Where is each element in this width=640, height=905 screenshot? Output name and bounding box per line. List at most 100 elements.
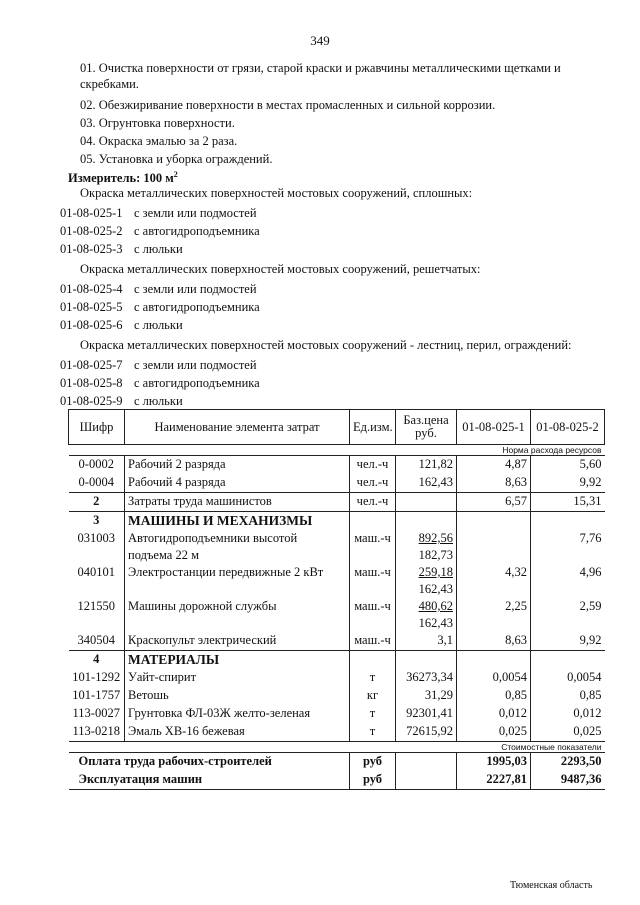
- row-unit: чел.-ч: [349, 455, 396, 474]
- row-value-1: [456, 511, 531, 530]
- table-row: 121550 Машины дорожной службы маш.-ч 480…: [69, 598, 605, 632]
- row-unit: маш.-ч: [349, 598, 396, 632]
- row-code: 0-0002: [78, 457, 114, 471]
- row-value-1: 4,32: [456, 564, 531, 598]
- table-row: 340504 Краскопульт электрический маш.-ч …: [69, 632, 605, 651]
- group-item-code: 01-08-025-5: [60, 300, 123, 314]
- row-price: 31,29: [424, 688, 453, 702]
- measure: Измеритель: 100 м2: [68, 170, 178, 186]
- row-code: 040101: [77, 565, 116, 579]
- total-value-2: 9487,36: [530, 771, 605, 790]
- page-number: 349: [310, 33, 330, 48]
- row-name-2: подъема 22 м: [128, 548, 199, 562]
- row-value-2: 5,60: [530, 455, 605, 474]
- row-name: Ветошь: [128, 688, 169, 702]
- row-code: 2: [68, 492, 125, 512]
- group-title: Окраска металлических поверхностей мосто…: [80, 262, 481, 276]
- measure-sup: 2: [173, 170, 178, 179]
- step-5: 05. Установка и уборка ограждений.: [80, 152, 273, 166]
- total-value-2: 2293,50: [530, 752, 605, 771]
- row-value-1: [456, 650, 531, 669]
- row-value-2: 2,59: [530, 598, 605, 632]
- row-name: Грунтовка ФЛ-03Ж желто-зеленая: [128, 706, 311, 720]
- row-code: 031003: [77, 531, 116, 545]
- row-value-2: 0,025: [530, 723, 605, 742]
- row-name: Затраты труда машинистов: [128, 494, 272, 508]
- row-value-1: 4,87: [456, 455, 531, 474]
- total-unit: руб: [349, 752, 396, 771]
- row-unit: чел.-ч: [349, 474, 396, 493]
- row-value-1: 0,0054: [456, 669, 531, 687]
- row-price: 259,18: [418, 565, 453, 579]
- row-code: 4: [68, 650, 125, 669]
- group-item-label: с люльки: [134, 318, 183, 332]
- group-item-code: 01-08-025-3: [60, 242, 123, 256]
- table-row: 113-0218 Эмаль ХВ-16 бежевая т 72615,92 …: [68, 723, 605, 742]
- group-item-label: с автогидроподъемника: [134, 224, 260, 238]
- row-price: 36273,34: [406, 670, 453, 684]
- table-row: 0-0002 Рабочий 2 разряда чел.-ч 121,82 4…: [69, 455, 605, 474]
- total-value-1: 1995,03: [456, 752, 531, 771]
- row-price: 3,1: [437, 633, 453, 647]
- row-code: 113-0027: [72, 706, 120, 720]
- row-name: Уайт-спирит: [128, 670, 197, 684]
- table-row: 2 Затраты труда машинистов чел.-ч 6,57 1…: [68, 492, 605, 512]
- footer-region: Тюменская область: [510, 880, 593, 891]
- group-item-code: 01-08-025-8: [60, 376, 123, 390]
- row-price-2: 162,43: [418, 582, 453, 596]
- row-price: 121,82: [418, 457, 453, 471]
- total-name: Оплата труда рабочих-строителей: [78, 754, 272, 768]
- row-price-2: 162,43: [418, 616, 453, 630]
- row-name: МАШИНЫ И МЕХАНИЗМЫ: [128, 513, 313, 528]
- group-item-code: 01-08-025-6: [60, 318, 123, 332]
- row-price: 892,56: [418, 531, 453, 545]
- row-code: 113-0218: [68, 723, 125, 742]
- row-value-2: 0,012: [530, 705, 605, 723]
- table-row: 4 МАТЕРИАЛЫ: [68, 650, 605, 669]
- row-unit: маш.-ч: [349, 632, 396, 651]
- row-code: 121550: [77, 599, 116, 613]
- row-unit: маш.-ч: [349, 530, 396, 564]
- row-value-1: 8,63: [456, 632, 531, 651]
- cost-label: Стоимостные показатели: [68, 741, 605, 753]
- row-name: Рабочий 4 разряда: [128, 475, 226, 489]
- total-row: Оплата труда рабочих-строителей руб 1995…: [69, 752, 605, 771]
- table-header: Шифр Наименование элемента затрат Ед.изм…: [68, 409, 605, 445]
- row-price-2: 182,73: [418, 548, 453, 562]
- row-value-2: 15,31: [530, 492, 605, 512]
- table-row: 113-0027 Грунтовка ФЛ-03Ж желто-зеленая …: [69, 705, 605, 723]
- group-title: Окраска металлических поверхностей мосто…: [80, 186, 473, 200]
- row-value-2: 4,96: [530, 564, 605, 598]
- row-value-1: 0,012: [456, 705, 531, 723]
- row-value-2: [530, 511, 605, 530]
- group-item-label: с земли или подмостей: [134, 206, 257, 220]
- row-name: МАТЕРИАЛЫ: [128, 652, 220, 667]
- header-col2: 01-08-025-2: [530, 409, 605, 445]
- table-row: 031003 Автогидроподъемники высотой подъем…: [69, 530, 605, 564]
- group-item-code: 01-08-025-4: [60, 282, 123, 296]
- row-value-1: 0,85: [456, 687, 531, 705]
- group-item-label: с люльки: [134, 242, 183, 256]
- row-unit: т: [349, 669, 396, 687]
- row-name: Краскопульт электрический: [128, 633, 277, 647]
- row-value-1: 6,57: [456, 492, 531, 512]
- table-row: 101-1757 Ветошь кг 31,29 0,85 0,85: [69, 687, 605, 705]
- row-value-2: 0,85: [530, 687, 605, 705]
- row-name: Электростанции передвижные 2 кВт: [128, 565, 324, 579]
- row-name: Машины дорожной службы: [128, 599, 277, 613]
- header-name: Наименование элемента затрат: [124, 409, 350, 445]
- resource-table: Шифр Наименование элемента затрат Ед.изм…: [68, 409, 605, 790]
- header-col1: 01-08-025-1: [456, 409, 531, 445]
- group-item-code: 01-08-025-7: [60, 358, 123, 372]
- row-value-1: 2,25: [456, 598, 531, 632]
- row-code: 101-1292: [72, 670, 121, 684]
- step-2: 02. Обезжиривание поверхности в местах п…: [80, 98, 496, 112]
- row-name: Рабочий 2 разряда: [128, 457, 226, 471]
- row-unit: т: [349, 723, 396, 742]
- table-row: 101-1292 Уайт-спирит т 36273,34 0,0054 0…: [69, 669, 605, 687]
- row-unit: [349, 650, 396, 669]
- table-row: 0-0004 Рабочий 4 разряда чел.-ч 162,43 8…: [69, 474, 605, 493]
- total-value-1: 2227,81: [456, 771, 531, 790]
- row-price: 480,62: [418, 599, 453, 613]
- group-item-label: с автогидроподъемника: [134, 300, 260, 314]
